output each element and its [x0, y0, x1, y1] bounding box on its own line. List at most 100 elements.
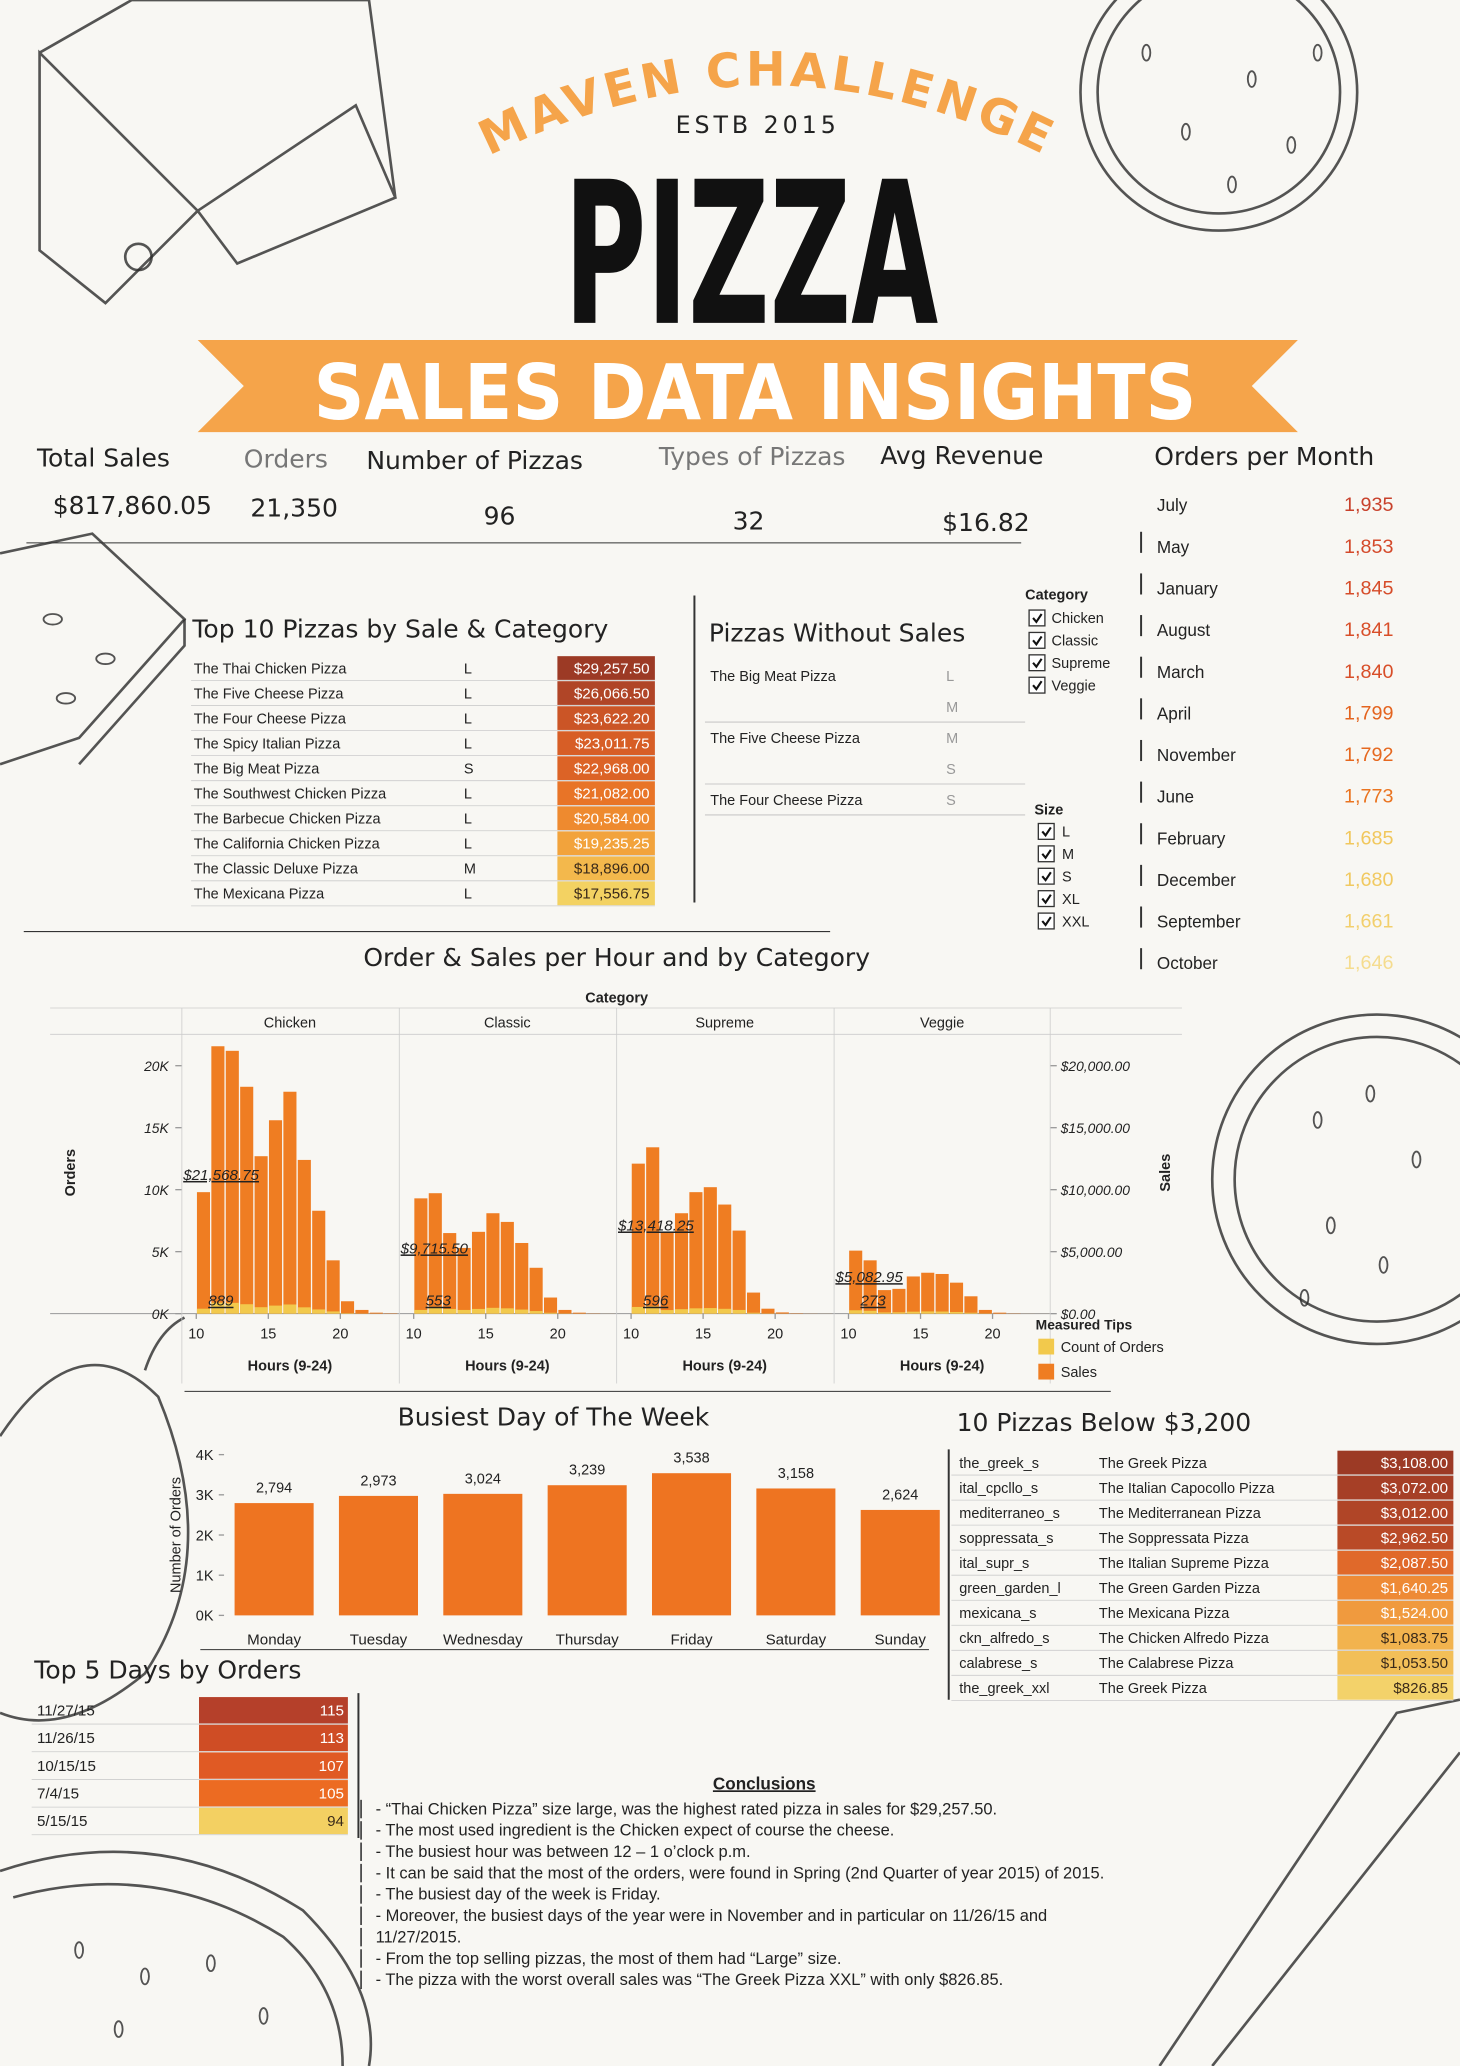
x-axis-title: Hours (9-24)	[248, 1358, 333, 1374]
orders-label: 596	[643, 1293, 669, 1310]
pizza-size: M	[946, 700, 958, 716]
filter-option: XXL	[1062, 914, 1089, 930]
legend-title: Measured Tips	[1036, 1316, 1133, 1332]
month-orders: 1,773	[1344, 786, 1393, 808]
sales-cell	[557, 656, 655, 680]
sales-cell	[557, 806, 655, 831]
pizza-name: The Thai Chicken Pizza	[194, 661, 348, 677]
day-orders: 107	[319, 1758, 344, 1775]
checkbox[interactable]	[1037, 912, 1055, 930]
sales-cell	[1337, 1525, 1454, 1550]
x-tick-label: 20	[767, 1327, 783, 1343]
orders-bar	[892, 1312, 906, 1314]
sales-bar	[500, 1221, 514, 1314]
sales-bar	[340, 1301, 355, 1314]
orders-bar	[471, 1308, 486, 1314]
sales-cell	[1337, 1625, 1454, 1650]
pizza-name: The Spicy Italian Pizza	[194, 736, 341, 752]
established: ESTB 2015	[676, 111, 840, 139]
y-tick-label: 0K	[196, 1609, 214, 1625]
kpi-value: 21,350	[250, 494, 338, 523]
month: September	[1157, 913, 1241, 932]
pizza-sales: $17,556.75	[574, 886, 650, 903]
orders-bar	[718, 1308, 732, 1314]
pizza-sales: $1,640.25	[1381, 1580, 1448, 1597]
sales-bar	[355, 1309, 369, 1314]
month-orders: 1,853	[1344, 536, 1393, 558]
pizza-sales: $18,896.00	[574, 861, 650, 878]
y2-tick-label: $5,000.00	[1060, 1244, 1123, 1260]
kpi-label: Types of Pizzas	[658, 442, 846, 471]
pizza-name: The Italian Capocollo Pizza	[1099, 1481, 1275, 1497]
conclusion-line: - The most used ingredient is the Chicke…	[376, 1822, 895, 1840]
checkbox[interactable]	[1028, 631, 1046, 649]
y-tick-label: 2K	[196, 1528, 214, 1544]
orders-label: 889	[208, 1293, 234, 1310]
sales-bar	[775, 1312, 789, 1314]
sales-bar	[428, 1193, 442, 1314]
bar	[651, 1473, 732, 1616]
kpi-value: $817,860.05	[53, 491, 212, 520]
conclusion-line: - “Thai Chicken Pizza” size large, was t…	[376, 1800, 998, 1818]
y-tick-label: 3K	[196, 1488, 214, 1504]
section-title: Top 5 Days by Orders	[33, 1656, 301, 1685]
orders-label: 273	[859, 1293, 886, 1310]
pizza-name: The Classic Deluxe Pizza	[194, 862, 359, 878]
month: August	[1157, 621, 1211, 640]
orders-label: 553	[426, 1293, 452, 1310]
value-label: 3,239	[569, 1463, 605, 1479]
checkbox[interactable]	[1037, 867, 1055, 885]
sales-bar	[414, 1198, 428, 1314]
sales-bar	[761, 1308, 775, 1314]
orders-bar	[732, 1309, 746, 1314]
subtitle: SALES DATA INSIGHTS	[314, 349, 1197, 438]
bar	[443, 1493, 523, 1616]
day-orders: 115	[320, 1703, 344, 1720]
pizza-sales: $1,524.00	[1381, 1605, 1448, 1622]
orders-bar	[326, 1311, 340, 1314]
value-label: 3,538	[673, 1451, 709, 1467]
bar	[860, 1509, 940, 1616]
sales-label: $9,715.50	[400, 1240, 469, 1257]
sales-bar	[949, 1282, 964, 1314]
pizza-name: The Big Meat Pizza	[710, 669, 837, 685]
checkbox[interactable]	[1037, 845, 1055, 863]
section-title: Orders per Month	[1154, 442, 1374, 471]
orders-bar	[428, 1306, 442, 1314]
checkbox[interactable]	[1037, 822, 1055, 840]
orders-bar	[543, 1312, 558, 1314]
pizza-sales: $23,622.20	[574, 710, 650, 727]
check	[1041, 894, 1052, 905]
conclusion-line: 11/27/2015.	[376, 1928, 462, 1946]
checkbox[interactable]	[1028, 609, 1046, 627]
month: October	[1157, 954, 1218, 973]
filter-option: L	[1062, 825, 1070, 841]
orders-bar	[935, 1311, 949, 1314]
orders-bar	[443, 1308, 457, 1314]
day-orders: 94	[327, 1813, 344, 1830]
sales-bar	[921, 1272, 935, 1314]
pizza-sales: $29,257.50	[574, 660, 650, 677]
checkbox[interactable]	[1037, 890, 1055, 908]
x-tick-label: 20	[332, 1327, 348, 1343]
pizza-name: The Mexicana Pizza	[1099, 1606, 1230, 1622]
sales-bar	[849, 1250, 863, 1314]
check	[1032, 658, 1043, 669]
orders-bar	[906, 1311, 920, 1314]
conclusion-line: - The pizza with the worst overall sales…	[376, 1971, 1004, 1989]
month: March	[1157, 663, 1205, 682]
legend-swatch	[1038, 1338, 1055, 1355]
y2-tick-label: $0.00	[1060, 1306, 1096, 1322]
sales-cell	[1337, 1600, 1454, 1625]
sales-bar	[471, 1231, 486, 1314]
sales-cell	[557, 756, 655, 781]
pizza-name: The California Chicken Pizza	[194, 837, 381, 853]
checkbox[interactable]	[1028, 676, 1046, 694]
sales-bar	[877, 1290, 892, 1314]
month-orders: 1,799	[1344, 702, 1393, 724]
checkbox[interactable]	[1028, 654, 1046, 672]
orders-bar	[254, 1307, 268, 1314]
conclusions-title: Conclusions	[713, 1774, 816, 1793]
x-axis-title: Hours (9-24)	[465, 1358, 550, 1374]
